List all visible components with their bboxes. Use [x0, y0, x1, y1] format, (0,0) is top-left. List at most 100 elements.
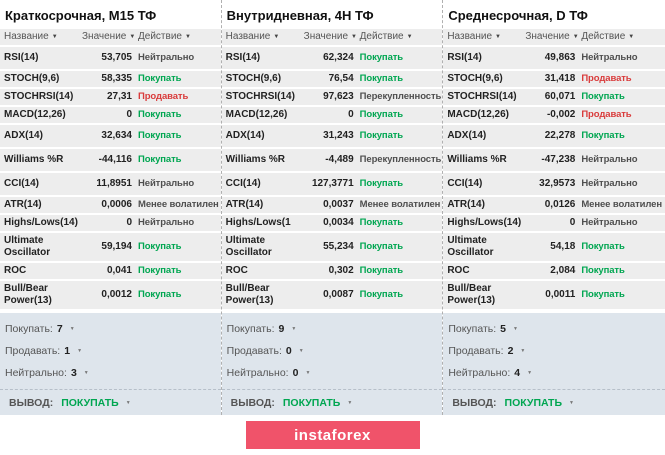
summary-count: 2 — [507, 345, 514, 357]
indicator-name: STOCH(9,6) — [225, 73, 282, 84]
indicator-action: Покупать — [359, 217, 404, 228]
indicator-row: ATR(14) 0,0006 Менее волатилен — [0, 197, 221, 213]
indicator-row: Williams %R -4,489 Перекупленность — [221, 149, 443, 171]
indicator-value: 62,324 — [323, 52, 354, 63]
indicator-name: RSI(14) — [225, 52, 261, 63]
indicator-name: Bull/Bear Power(13) — [447, 283, 496, 306]
instaforex-logo[interactable]: instaforex — [245, 421, 420, 449]
verdict-label: ВЫВОД: — [9, 397, 54, 409]
indicator-action: Покупать — [359, 265, 404, 276]
indicator-value: -0,002 — [546, 109, 576, 120]
indicator-name: Highs/Lows(14) — [4, 217, 78, 228]
sort-arrow-icon: ▼ — [77, 348, 83, 354]
indicator-value: 53,705 — [101, 52, 132, 63]
indicator-name: Williams %R — [447, 154, 507, 165]
indicator-name: ATR(14) — [225, 199, 264, 210]
header-value-label: Значение — [82, 31, 127, 42]
indicator-value: 0 — [126, 217, 132, 228]
indicator-name: STOCH(9,6) — [4, 73, 60, 84]
indicator-value: -4,489 — [325, 154, 354, 165]
summary-label: Продавать: — [448, 345, 504, 357]
indicator-name: ADX(14) — [4, 130, 43, 141]
sort-arrow-icon: ▼ — [527, 370, 533, 376]
header-name[interactable]: Название ▼ — [226, 31, 304, 43]
summary-label: Продавать: — [5, 345, 61, 357]
summary-lines: Покупать: 9 ▼ Продавать: 0 ▼ Нейтрально:… — [227, 323, 443, 389]
indicator-name: CCI(14) — [4, 178, 40, 189]
indicator-value: 0,0011 — [545, 289, 576, 300]
indicator-name: ADX(14) — [447, 130, 487, 141]
sort-arrow-icon: ▼ — [83, 370, 89, 376]
summary-line: Покупать: 7 ▼ — [5, 323, 221, 336]
indicator-action: Нейтрально — [138, 52, 195, 63]
indicator-name: Williams %R — [225, 154, 286, 165]
indicator-action: Нейтрально — [581, 154, 638, 165]
indicator-action: Покупать — [138, 241, 182, 252]
indicator-rows: RSI(14) 62,324 Покупать STOCH(9,6) 76,54… — [221, 47, 443, 311]
indicator-action: Покупать — [138, 265, 182, 276]
indicator-value: 58,335 — [101, 73, 132, 84]
indicator-action: Покупать — [359, 109, 404, 120]
summary-count: 0 — [285, 345, 292, 357]
summary-line: Продавать: 2 ▼ — [448, 345, 665, 358]
summary-block: Покупать: 9 ▼ Продавать: 0 ▼ Нейтрально:… — [221, 313, 443, 415]
header-name[interactable]: Название ▼ — [4, 31, 82, 43]
summary-line: Нейтрально: 3 ▼ — [5, 367, 221, 380]
indicator-action: Менее волатилен — [581, 199, 662, 210]
indicator-row: Highs/Lows(14) 0 Нейтрально — [443, 215, 665, 231]
indicator-name: ATR(14) — [447, 199, 485, 210]
table-header: Название ▼ Значение ▼ Действие ▼ — [443, 29, 665, 45]
indicator-action: Покупать — [138, 154, 182, 165]
sort-arrow-icon: ▼ — [495, 34, 501, 40]
summary-count: 1 — [64, 345, 71, 357]
indicator-row: CCI(14) 127,3771 Покупать — [221, 173, 443, 195]
indicator-row: STOCHRSI(14) 60,071 Покупать — [443, 89, 665, 105]
summary-lines: Покупать: 5 ▼ Продавать: 2 ▼ Нейтрально:… — [448, 323, 665, 389]
indicator-action: Покупать — [359, 178, 404, 189]
indicator-name: Ultimate Oscillator — [4, 235, 51, 258]
indicator-row: CCI(14) 32,9573 Нейтрально — [443, 173, 665, 195]
indicator-value: 55,234 — [323, 241, 354, 252]
header-action[interactable]: Действие ▼ — [360, 31, 413, 43]
indicator-name: STOCHRSI(14) — [225, 91, 295, 102]
indicator-rows: RSI(14) 53,705 Нейтрально STOCH(9,6) 58,… — [0, 47, 221, 311]
indicator-value: -44,116 — [98, 154, 132, 165]
indicator-row: Ultimate Oscillator 59,194 Покупать — [0, 233, 221, 261]
summary-label: Покупать: — [5, 323, 53, 335]
indicator-name: STOCHRSI(14) — [4, 91, 74, 102]
header-value[interactable]: Значение ▼ — [304, 31, 357, 43]
indicator-row: MACD(12,26) -0,002 Продавать — [443, 107, 665, 123]
summary-block: Покупать: 5 ▼ Продавать: 2 ▼ Нейтрально:… — [443, 313, 665, 415]
indicator-row: STOCHRSI(14) 97,623 Перекупленность — [221, 89, 443, 105]
indicator-name: Highs/Lows(1 — [225, 217, 291, 228]
indicator-name: MACD(12,26) — [225, 109, 288, 120]
summary-line: Покупать: 5 ▼ — [448, 323, 665, 336]
timeframe-panel: Среднесрочная, D ТФ Название ▼ Значение … — [443, 0, 665, 415]
header-action[interactable]: Действие ▼ — [581, 31, 634, 43]
header-name[interactable]: Название ▼ — [447, 31, 525, 43]
summary-label: Нейтрально: — [448, 367, 511, 379]
header-value[interactable]: Значение ▼ — [525, 31, 578, 43]
header-value[interactable]: Значение ▼ — [82, 31, 135, 43]
indicator-value: 0,0126 — [544, 199, 576, 210]
sort-arrow-icon: ▼ — [305, 370, 311, 376]
sort-arrow-icon: ▼ — [125, 400, 131, 406]
summary-count: 9 — [278, 323, 285, 335]
indicator-name: RSI(14) — [4, 52, 39, 63]
indicator-action: Покупать — [138, 130, 182, 141]
sort-arrow-icon: ▼ — [184, 34, 191, 40]
indicator-row: ADX(14) 32,634 Покупать — [0, 125, 221, 147]
indicator-action: Покупать — [581, 289, 625, 300]
header-action-label: Действие — [138, 31, 182, 42]
verdict-label: ВЫВОД: — [452, 397, 497, 409]
indicator-row: Highs/Lows(14) 0 Нейтрально — [0, 215, 221, 231]
summary-label: Покупать: — [226, 323, 275, 335]
header-action[interactable]: Действие ▼ — [138, 31, 191, 43]
indicator-action: Покупать — [581, 91, 625, 102]
indicator-action: Покупать — [138, 289, 182, 300]
indicator-action: Покупать — [359, 130, 404, 141]
panel-title: Среднесрочная, D ТФ — [448, 8, 588, 23]
summary-count: 4 — [514, 367, 521, 379]
indicator-row: Williams %R -47,238 Нейтрально — [443, 149, 665, 171]
